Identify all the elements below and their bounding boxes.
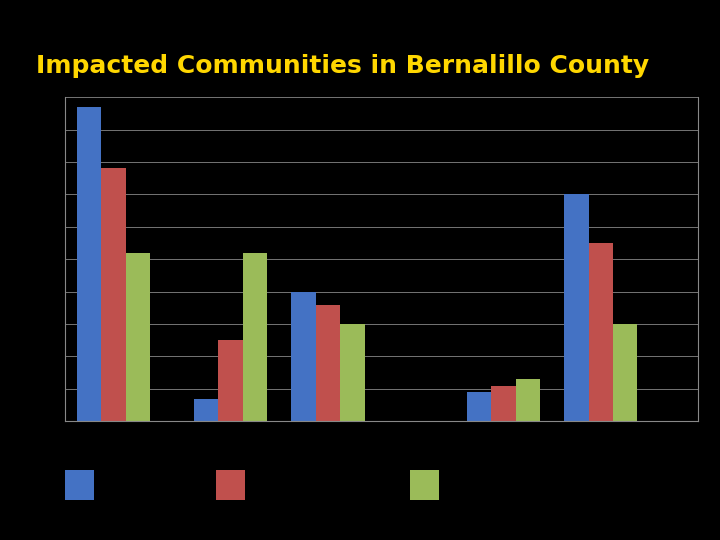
Bar — [194, 399, 218, 421]
Bar — [589, 243, 613, 421]
Bar — [564, 194, 589, 421]
Bar — [218, 340, 243, 421]
Bar — [126, 253, 150, 421]
Bar — [243, 253, 267, 421]
Bar — [102, 168, 126, 421]
Bar — [467, 392, 491, 421]
Text: Impacted Communities in Bernalillo County: Impacted Communities in Bernalillo Count… — [36, 54, 649, 78]
Bar — [516, 379, 540, 421]
Bar — [613, 324, 637, 421]
Bar — [77, 107, 102, 421]
Bar — [292, 292, 316, 421]
Bar — [491, 386, 516, 421]
Bar — [316, 305, 340, 421]
Bar — [340, 324, 364, 421]
